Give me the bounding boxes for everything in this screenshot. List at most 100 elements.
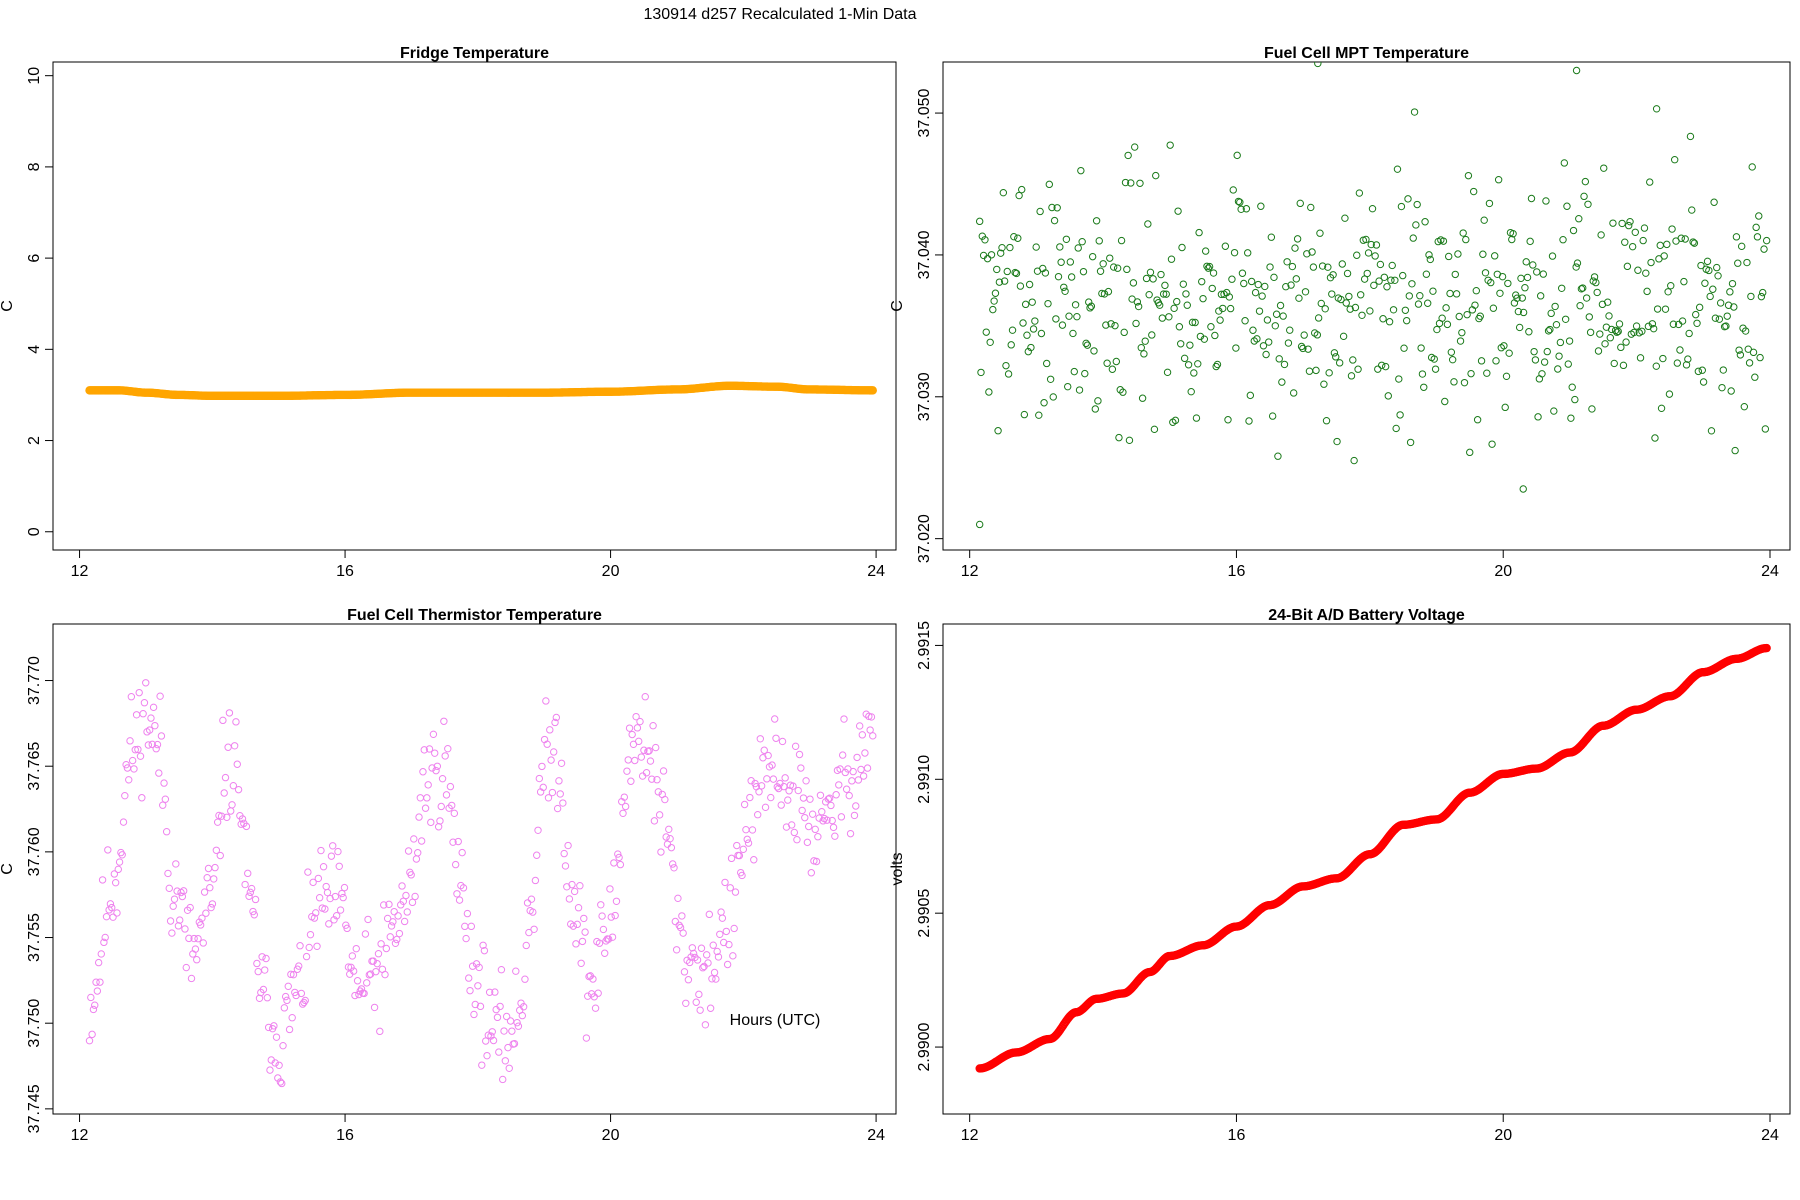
data-point — [1699, 378, 1708, 386]
data-point — [162, 828, 171, 836]
data-point — [1200, 335, 1209, 343]
data-point — [1031, 317, 1039, 325]
data-point — [1630, 328, 1638, 337]
data-point — [1731, 446, 1739, 455]
data-point — [1028, 298, 1036, 306]
data-point — [1523, 273, 1532, 282]
data-point — [1559, 236, 1567, 244]
data-point — [574, 904, 583, 912]
data-point — [1132, 319, 1140, 328]
data-point — [476, 1002, 485, 1011]
data-point — [610, 859, 618, 867]
y-tick-label: 37.040 — [916, 230, 933, 279]
data-point — [1561, 315, 1570, 323]
data-point — [1554, 365, 1562, 373]
data-point — [173, 887, 181, 895]
data-point — [331, 892, 340, 901]
data-point — [1123, 265, 1131, 274]
data-point — [674, 894, 682, 903]
data-point — [506, 1017, 515, 1025]
data-point — [1187, 387, 1195, 396]
data-point — [1083, 341, 1092, 349]
data-point — [848, 777, 856, 785]
data-point — [1601, 340, 1609, 348]
data-point — [115, 858, 124, 866]
y-tick-label: 37.770 — [26, 656, 43, 705]
y-axis-label: C — [889, 300, 906, 312]
data-point — [1632, 322, 1641, 330]
data-point — [845, 791, 853, 800]
data-point — [1149, 275, 1157, 283]
data-point — [1558, 284, 1566, 292]
data-point — [700, 962, 708, 971]
data-point — [1643, 287, 1651, 296]
data-point — [680, 968, 689, 976]
data-point — [1120, 328, 1128, 337]
data-point — [1191, 318, 1199, 327]
data-point — [538, 762, 546, 771]
data-point — [645, 747, 653, 755]
data-point — [157, 732, 166, 740]
data-point — [1387, 276, 1395, 284]
data-point — [247, 884, 256, 893]
data-point — [818, 807, 826, 816]
data-point — [219, 716, 227, 725]
data-point — [1617, 343, 1625, 352]
plot-frame — [52, 623, 897, 1115]
data-point — [1735, 346, 1743, 354]
data-point — [678, 912, 686, 920]
data-point — [1004, 370, 1013, 378]
data-point — [704, 959, 712, 967]
data-point — [302, 952, 311, 961]
data-point — [1333, 437, 1341, 446]
data-point — [408, 898, 417, 907]
data-point — [1148, 331, 1156, 339]
data-point — [1056, 243, 1064, 251]
data-point — [1519, 485, 1527, 493]
data-point — [1614, 327, 1622, 336]
data-point — [1476, 312, 1484, 320]
data-point — [865, 712, 873, 721]
data-point — [300, 998, 308, 1007]
data-point — [763, 775, 771, 783]
data-point — [1732, 233, 1741, 241]
data-point — [118, 851, 126, 859]
panel-battery: 24-Bit A/D Battery Voltage 12 16 20 24 2.9900… — [889, 607, 1791, 1144]
data-point — [514, 1022, 523, 1030]
data-point — [1701, 279, 1709, 287]
data-point — [1088, 252, 1097, 261]
data-point — [1180, 354, 1189, 363]
data-point — [1115, 433, 1123, 442]
data-point — [1757, 292, 1766, 301]
data-point — [1762, 236, 1771, 245]
data-point — [1646, 178, 1654, 186]
data-point — [846, 829, 855, 838]
data-point — [1397, 202, 1406, 211]
data-point — [1593, 288, 1601, 297]
data-point — [1576, 302, 1584, 310]
data-point — [598, 912, 606, 920]
data-point — [485, 988, 494, 996]
data-point — [1383, 283, 1391, 291]
data-point — [1491, 252, 1499, 260]
data-point — [684, 976, 693, 984]
data-point — [1466, 448, 1474, 457]
data-point — [1631, 228, 1639, 237]
data-point — [1211, 331, 1219, 340]
data-point — [837, 813, 846, 821]
data-point — [334, 847, 342, 856]
data-point — [614, 850, 622, 858]
data-point — [389, 918, 397, 926]
data-point — [244, 869, 252, 878]
data-point — [1324, 263, 1332, 271]
data-point — [1184, 361, 1193, 369]
data-point — [1451, 270, 1459, 279]
data-point — [556, 790, 564, 798]
data-point — [98, 876, 107, 884]
data-point — [740, 800, 749, 809]
data-point — [1216, 316, 1224, 324]
data-point — [1095, 237, 1103, 245]
y-tick-label: 37.050 — [916, 88, 933, 137]
data-point — [1015, 191, 1023, 200]
data-point — [1572, 263, 1580, 271]
